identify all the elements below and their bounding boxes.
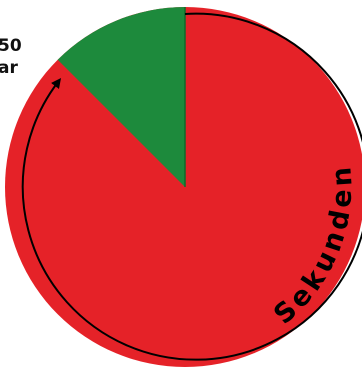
top-label: 50 [0,36,22,56]
red-circle [5,7,362,367]
clockwise-arrow [21,12,362,361]
green-sector [57,6,186,187]
bottom-label: ar [0,58,18,78]
